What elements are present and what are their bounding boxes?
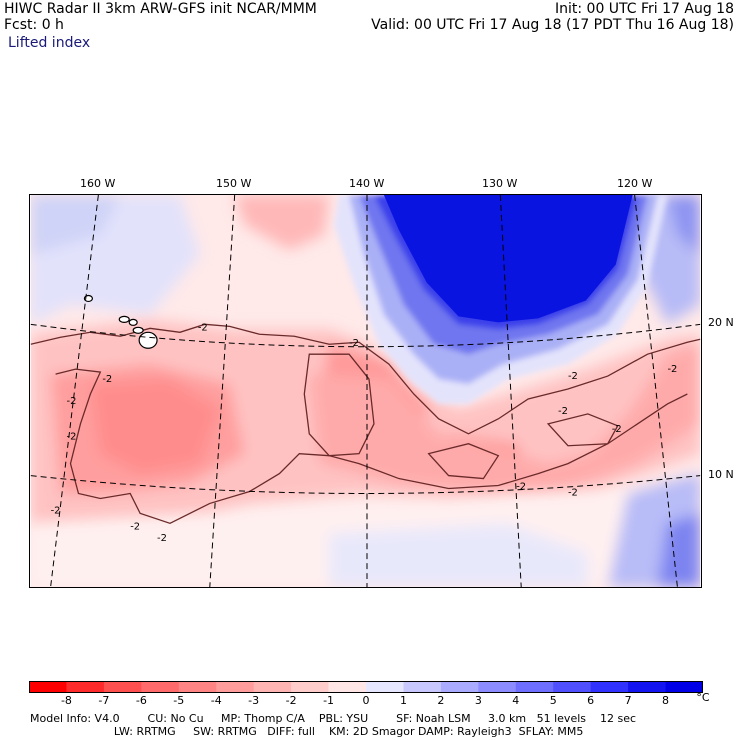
deep-blue-core — [383, 195, 633, 323]
colorbar-swatch — [328, 681, 367, 693]
colorbar-swatch — [628, 681, 667, 693]
svg-text:-2: -2 — [558, 406, 568, 417]
colorbar-tick-label: -2 — [285, 694, 297, 707]
svg-text:-2: -2 — [349, 338, 359, 349]
lat-label-10n: 10 N — [708, 468, 734, 481]
svg-text:-2: -2 — [130, 521, 140, 532]
colorbar-swatch — [66, 681, 105, 693]
hawaii-islands — [83, 294, 158, 349]
colorbar-tick-label: -4 — [210, 694, 222, 707]
svg-text:-2: -2 — [516, 481, 526, 492]
lon-label-120w: 120 W — [617, 177, 653, 190]
svg-text:-2: -2 — [67, 396, 77, 407]
colorbar-swatch — [403, 681, 442, 693]
svg-text:-2: -2 — [198, 322, 208, 333]
valid-time: Valid: 00 UTC Fri 17 Aug 18 (17 PDT Thu … — [371, 17, 734, 33]
colorbar-tick-label: -5 — [173, 694, 185, 707]
colorbar-tick-label: 6 — [587, 694, 595, 707]
colorbar-swatch — [291, 681, 330, 693]
colorbar-swatch — [29, 681, 67, 693]
field-shading — [30, 195, 701, 587]
colorbar-unit: °C — [696, 691, 710, 704]
model-info-line1: Model Info: V4.0 CU: No Cu MP: Thomp C/A… — [30, 712, 637, 725]
svg-text:-2: -2 — [102, 374, 112, 385]
colorbar-tick-label: 8 — [662, 694, 670, 707]
colorbar-swatch — [366, 681, 404, 693]
svg-text:-2: -2 — [67, 432, 77, 443]
lat-label-20n: 20 N — [708, 316, 734, 329]
init-time: Init: 00 UTC Fri 17 Aug 18 — [554, 1, 734, 17]
model-info-line2: LW: RRTMG SW: RRTMG DIFF: full KM: 2D Sm… — [30, 725, 584, 738]
contour-labels: -2 -2 -2 -2 -2 -2 -2 -2 -2 -2 -2 -2 -2 -… — [51, 322, 678, 544]
colorbar-tick-label: 0 — [362, 694, 370, 707]
colorbar-tick-label: 2 — [437, 694, 445, 707]
colorbar-tick-label: 7 — [624, 694, 632, 707]
colorbar-labels: -8 -7 -6 -5 -4 -3 -2 -1 0 1 2 3 4 5 6 7 8 °C — [0, 691, 740, 708]
colorbar-swatch — [141, 681, 180, 693]
colorbar-swatch — [253, 681, 292, 693]
lon-label-160w: 160 W — [80, 177, 116, 190]
graticule — [30, 195, 701, 587]
colorbar-swatch — [103, 681, 142, 693]
svg-text:-2: -2 — [568, 371, 578, 382]
svg-text:-2: -2 — [568, 487, 578, 498]
svg-text:-2: -2 — [157, 533, 167, 544]
colorbar-swatch — [553, 681, 592, 693]
colorbar-swatch — [590, 681, 629, 693]
lon-label-140w: 140 W — [349, 177, 385, 190]
model-title: HIWC Radar II 3km ARW-GFS init NCAR/MMM — [4, 1, 317, 17]
lon-label-130w: 130 W — [482, 177, 518, 190]
colorbar-swatch — [178, 681, 217, 693]
header-right: Init: 00 UTC Fri 17 Aug 18 Valid: 00 UTC… — [371, 1, 734, 33]
colorbar-swatch — [478, 681, 517, 693]
colorbar — [29, 681, 703, 693]
colorbar-tick-label: -1 — [323, 694, 335, 707]
colorbar-tick-label: -3 — [248, 694, 260, 707]
colorbar-tick-label: -6 — [135, 694, 147, 707]
forecast-hour: Fcst: 0 h — [4, 17, 64, 33]
colorbar-tick-label: -8 — [60, 694, 72, 707]
lifted-index-map: -2 -2 -2 -2 -2 -2 -2 -2 -2 -2 -2 -2 -2 -… — [29, 194, 702, 588]
svg-text:-2: -2 — [51, 505, 61, 516]
colorbar-swatch — [216, 681, 255, 693]
colorbar-tick-label: 3 — [474, 694, 482, 707]
colorbar-tick-label: -7 — [98, 694, 110, 707]
colorbar-swatch — [665, 681, 703, 693]
header-left: HIWC Radar II 3km ARW-GFS init NCAR/MMM … — [4, 1, 317, 33]
colorbar-tick-label: 4 — [512, 694, 520, 707]
colorbar-swatch — [440, 681, 479, 693]
lon-label-150w: 150 W — [216, 177, 252, 190]
variable-name: Lifted index — [8, 35, 91, 51]
colorbar-swatch — [515, 681, 554, 693]
svg-text:-2: -2 — [612, 424, 622, 435]
svg-text:-2: -2 — [667, 364, 677, 375]
colorbar-tick-label: 5 — [549, 694, 557, 707]
colorbar-tick-label: 1 — [399, 694, 407, 707]
